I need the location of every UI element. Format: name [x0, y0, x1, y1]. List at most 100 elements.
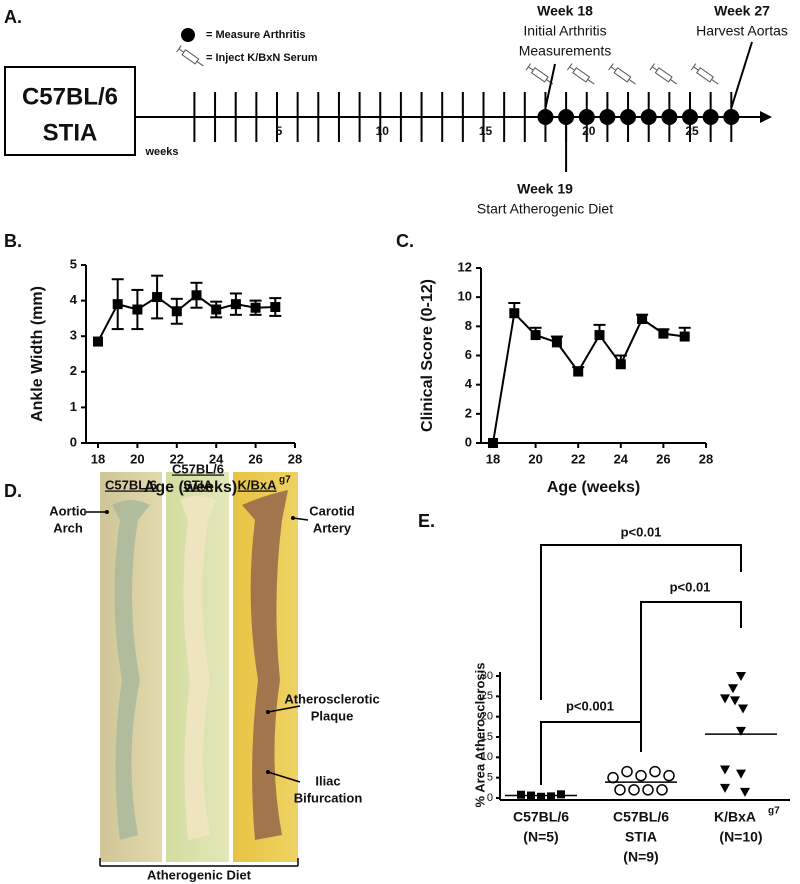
- callout-line: [730, 41, 753, 109]
- syringe-icon: [649, 63, 678, 85]
- marker: [720, 783, 730, 793]
- tick-label: 25: [685, 124, 699, 138]
- marker: [736, 726, 746, 736]
- marker: [509, 308, 520, 319]
- x-tick-label: 22: [571, 451, 585, 466]
- marker: [250, 302, 261, 313]
- annotation-text: Start Atherogenic Diet: [477, 201, 613, 217]
- syringe-plunger: [649, 63, 655, 71]
- marker: [270, 302, 281, 313]
- syringe-plunger: [693, 66, 699, 71]
- syringe-needle: [587, 79, 595, 85]
- marker: [637, 314, 648, 325]
- syringe-needle: [711, 79, 719, 85]
- y-tick-label: 0: [465, 434, 472, 449]
- category-label: K/BxA: [714, 809, 756, 825]
- marker: [679, 331, 690, 342]
- annotation-title: Week 18: [537, 3, 593, 19]
- x-tick-label: 24: [209, 451, 224, 466]
- y-tick-label: 2: [70, 363, 77, 378]
- marker: [658, 328, 669, 339]
- column-label: C57BL/6: [172, 461, 224, 476]
- marker: [573, 366, 584, 377]
- strain-box: [4, 66, 136, 156]
- callout-label: Arch: [53, 520, 83, 535]
- y-tick-label: 5: [487, 772, 493, 784]
- superscript: g7: [768, 806, 780, 817]
- y-tick-label: 25: [481, 690, 493, 702]
- marker: [621, 765, 633, 778]
- callout-arrow: [292, 517, 309, 521]
- p-value: p<0.001: [566, 698, 614, 713]
- x-tick-label: 18: [91, 451, 105, 466]
- category-label: C57BL/6: [513, 809, 569, 825]
- syringe-icon: [690, 63, 719, 85]
- x-tick-label: 20: [130, 451, 144, 466]
- arrow-tip: [266, 770, 270, 774]
- callout-label: Carotid: [309, 503, 355, 518]
- series-line: [97, 294, 276, 343]
- syringe-body: [572, 67, 591, 83]
- y-tick-label: 0: [70, 434, 77, 449]
- marker: [649, 765, 661, 778]
- x-tick-label: 20: [528, 451, 542, 466]
- measure-dot: [661, 109, 678, 125]
- category-label: STIA: [625, 829, 657, 845]
- marker: [530, 330, 541, 341]
- callout-label: Artery: [313, 520, 352, 535]
- y-tick-label: 12: [458, 259, 472, 274]
- marker: [728, 684, 738, 694]
- superscript: g7: [279, 475, 291, 486]
- marker: [557, 790, 565, 799]
- syringe-plunger: [528, 66, 534, 71]
- syringe-needle: [196, 61, 204, 67]
- y-tick-label: 2: [465, 405, 472, 420]
- significance-bracket: [540, 544, 742, 700]
- column-label: C57BL/6: [105, 477, 157, 492]
- arrow-tip: [291, 516, 295, 520]
- annotation-title: Week 27: [714, 3, 770, 19]
- marker: [488, 438, 498, 448]
- syringe-plunger: [608, 63, 614, 71]
- annotation-text: Measurements: [519, 43, 612, 59]
- marker: [635, 769, 647, 782]
- footer-label: Atherogenic Diet: [147, 867, 252, 882]
- callout-label: Plaque: [311, 708, 354, 723]
- marker: [740, 787, 750, 797]
- callout-arrow: [267, 771, 301, 783]
- measure-dot: [682, 109, 698, 125]
- syringe-plunger: [610, 66, 617, 71]
- y-tick-label: 10: [458, 289, 472, 304]
- syringe-plunger: [566, 63, 573, 71]
- callout-label: Iliac: [315, 773, 340, 788]
- marker: [93, 336, 103, 347]
- y-tick-label: 6: [465, 347, 472, 362]
- marker: [615, 359, 626, 370]
- syringe-icon: [525, 63, 554, 85]
- callout-line: [544, 63, 556, 109]
- tick-label: 15: [479, 124, 493, 138]
- marker: [736, 769, 746, 779]
- panel-label: B.: [4, 231, 22, 251]
- marker: [720, 765, 730, 775]
- y-tick-label: 5: [70, 256, 77, 271]
- x-tick-label: 22: [170, 451, 184, 466]
- x-tick-label: 18: [486, 451, 500, 466]
- y-tick-label: 4: [70, 292, 78, 307]
- column-label: K/BxA: [237, 477, 277, 492]
- aorta: [180, 496, 216, 840]
- syringe-body: [530, 67, 549, 83]
- aorta: [242, 490, 288, 840]
- measure-dot: [558, 109, 575, 125]
- legend-label: = Measure Arthritis: [206, 29, 306, 41]
- marker: [614, 784, 626, 796]
- aorta: [112, 500, 150, 840]
- strain-label: STIA: [43, 119, 98, 146]
- strain-label: C57BL/6: [22, 83, 118, 110]
- marker: [736, 672, 746, 681]
- measure-dot: [702, 109, 719, 125]
- y-axis-title: % Area Atherosclerosis: [472, 663, 487, 808]
- tick-label: 5: [276, 124, 283, 138]
- annotation-title: Week 19: [517, 181, 573, 197]
